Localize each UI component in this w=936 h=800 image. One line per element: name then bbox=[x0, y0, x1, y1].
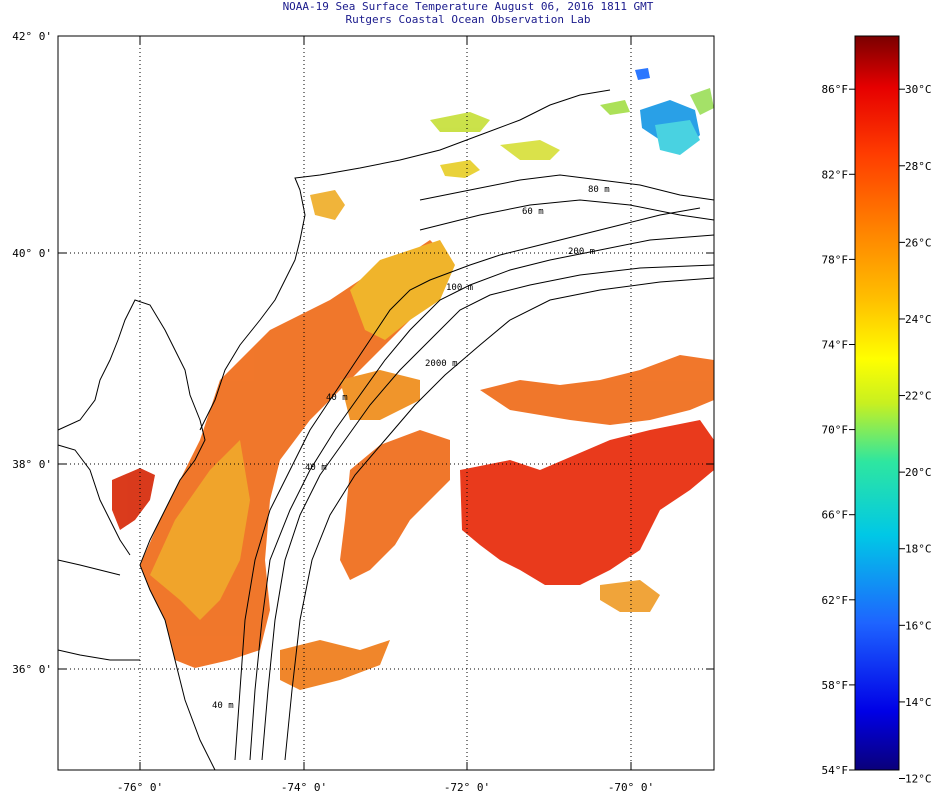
sst-map: 80 m 60 m 200 m 100 m 2000 m 40 m 40 m 4… bbox=[12, 30, 715, 794]
contour-label: 40 m bbox=[212, 701, 234, 711]
colorbar-c-label: 24°C bbox=[905, 313, 932, 326]
map-subtitle: Rutgers Coastal Ocean Observation Lab bbox=[345, 13, 591, 26]
sst-patch-gulfstream bbox=[460, 420, 714, 585]
colorbar-c-label: 28°C bbox=[905, 160, 932, 173]
coastline-nj bbox=[199, 89, 611, 431]
bay-lines bbox=[57, 444, 140, 661]
lat-label: 40° 0' bbox=[12, 247, 52, 260]
coastline bbox=[57, 299, 216, 771]
lon-label: -72° 0' bbox=[444, 781, 490, 794]
sst-patch-ne-a bbox=[500, 140, 560, 160]
colorbar-celsius-labels: 30°C 28°C 26°C 24°C 22°C 20°C 18°C 16°C 14°C 12°C bbox=[899, 83, 932, 786]
colorbar-c-label: 14°C bbox=[905, 696, 932, 709]
colorbar-c-label: 20°C bbox=[905, 466, 932, 479]
map-title: NOAA-19 Sea Surface Temperature August 0… bbox=[282, 0, 654, 13]
contour-label: 60 m bbox=[522, 207, 544, 217]
lon-label: -76° 0' bbox=[117, 781, 163, 794]
sst-patch-slope bbox=[340, 370, 420, 420]
sst-patch-cod-small bbox=[635, 68, 650, 80]
lat-label: 42° 0' bbox=[12, 30, 52, 43]
sst-patch-ne-b bbox=[430, 112, 490, 132]
colorbar-c-label: 16°C bbox=[905, 619, 932, 632]
contour-60m bbox=[249, 234, 715, 761]
sst-patch-offshore-b bbox=[480, 355, 714, 425]
colorbar-c-label: 18°C bbox=[905, 543, 932, 556]
colorbar-gradient bbox=[854, 35, 900, 771]
lon-label: -70° 0' bbox=[608, 781, 654, 794]
contour-label: 200 m bbox=[568, 247, 595, 257]
colorbar-f-label: 66°F bbox=[822, 509, 849, 522]
colorbar-f-label: 74°F bbox=[822, 338, 849, 351]
map-title-block: NOAA-19 Sea Surface Temperature August 0… bbox=[0, 0, 936, 26]
sst-patch-ne-c bbox=[600, 100, 630, 115]
colorbar-c-label: 22°C bbox=[905, 390, 932, 403]
colorbar-c-label: 12°C bbox=[905, 773, 932, 786]
colorbar-f-label: 82°F bbox=[822, 168, 849, 181]
contour-label: 40 m bbox=[326, 393, 348, 403]
axis-ticks bbox=[58, 35, 714, 770]
contour-40m bbox=[234, 207, 701, 761]
colorbar: 86°F 82°F 78°F 74°F 70°F 66°F 62°F 58°F 54°F 30°… bbox=[822, 35, 932, 786]
colorbar-f-label: 70°F bbox=[822, 424, 849, 437]
colorbar-f-label: 62°F bbox=[822, 594, 849, 607]
sst-fill bbox=[112, 68, 714, 690]
sst-patch-offshore-a bbox=[340, 430, 450, 580]
contour-north bbox=[419, 199, 715, 231]
colorbar-f-label: 86°F bbox=[822, 83, 849, 96]
contour-80m bbox=[419, 174, 715, 201]
contour-label: 40 m bbox=[305, 463, 327, 473]
sst-patch-cod-green bbox=[690, 88, 714, 115]
colorbar-c-label: 30°C bbox=[905, 83, 932, 96]
sst-patch-cod-cyan bbox=[655, 120, 700, 155]
lat-label: 38° 0' bbox=[12, 458, 52, 471]
sst-patch-offshore-c bbox=[280, 640, 390, 690]
lon-label: -74° 0' bbox=[281, 781, 327, 794]
graticule bbox=[58, 36, 714, 770]
contour-label: 100 m bbox=[446, 283, 473, 293]
sst-patch-ny-bight bbox=[350, 240, 455, 340]
colorbar-f-label: 54°F bbox=[822, 764, 849, 777]
sst-patch-long-island bbox=[310, 190, 345, 220]
colorbar-f-label: 78°F bbox=[822, 253, 849, 266]
coastline-and-contours bbox=[57, 89, 715, 771]
contour-label: 2000 m bbox=[425, 359, 458, 369]
colorbar-f-label: 58°F bbox=[822, 679, 849, 692]
sst-patch-offshore-d bbox=[600, 580, 660, 612]
contour-label: 80 m bbox=[588, 185, 610, 195]
lat-label: 36° 0' bbox=[12, 663, 52, 676]
sst-patch-sound bbox=[440, 160, 480, 178]
sst-patch-shelf-inner bbox=[150, 440, 250, 620]
colorbar-c-label: 26°C bbox=[905, 236, 932, 249]
contour-200m bbox=[261, 264, 715, 761]
map-frame bbox=[57, 35, 715, 771]
sst-patch-delaware bbox=[112, 468, 155, 530]
colorbar-fahrenheit-labels: 86°F 82°F 78°F 74°F 70°F 66°F 62°F 58°F 54°F bbox=[822, 83, 855, 777]
